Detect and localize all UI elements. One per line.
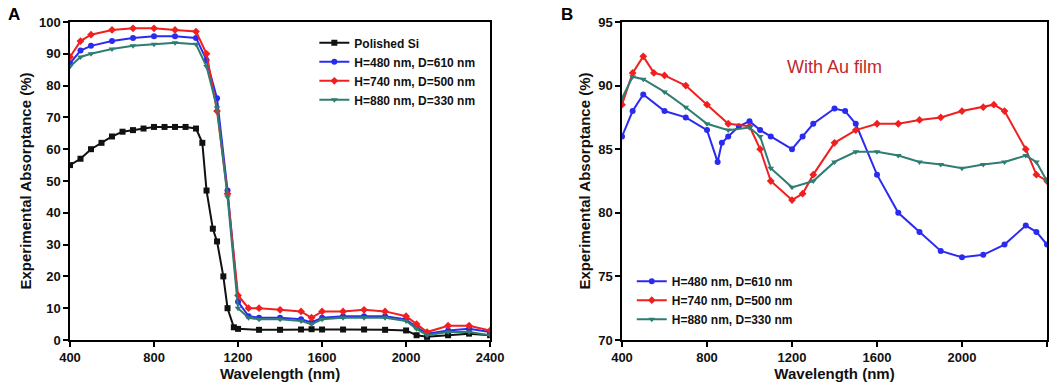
svg-text:800: 800: [696, 350, 718, 365]
svg-text:2400: 2400: [476, 350, 505, 365]
svg-text:1600: 1600: [308, 350, 337, 365]
svg-text:H=740 nm, D=500 nm: H=740 nm, D=500 nm: [672, 294, 793, 308]
svg-text:H=480 nm, D=610 nm: H=480 nm, D=610 nm: [354, 56, 475, 70]
svg-text:1600: 1600: [863, 350, 892, 365]
svg-text:With Au film: With Au film: [787, 57, 882, 77]
svg-text:10: 10: [46, 301, 60, 316]
svg-text:50: 50: [46, 174, 60, 189]
svg-text:H=740 nm, D=500 nm: H=740 nm, D=500 nm: [354, 75, 475, 89]
svg-text:85: 85: [598, 142, 612, 157]
svg-text:90: 90: [598, 78, 612, 93]
svg-text:400: 400: [59, 350, 81, 365]
svg-text:Experimental Absorptance (%): Experimental Absorptance (%): [17, 73, 34, 290]
svg-text:70: 70: [46, 110, 60, 125]
svg-text:Polished Si: Polished Si: [354, 37, 419, 51]
svg-text:80: 80: [598, 205, 612, 220]
svg-text:B: B: [561, 5, 573, 24]
svg-text:70: 70: [598, 333, 612, 348]
svg-text:0: 0: [53, 333, 60, 348]
svg-text:80: 80: [46, 78, 60, 93]
svg-text:40: 40: [46, 205, 60, 220]
svg-text:100: 100: [39, 15, 61, 30]
svg-text:2000: 2000: [948, 350, 977, 365]
svg-text:A: A: [8, 5, 20, 24]
svg-text:60: 60: [46, 142, 60, 157]
svg-text:800: 800: [143, 350, 165, 365]
svg-text:95: 95: [598, 15, 612, 30]
svg-text:H=480 nm, D=610 nm: H=480 nm, D=610 nm: [672, 275, 793, 289]
svg-text:90: 90: [46, 46, 60, 61]
svg-text:75: 75: [598, 269, 612, 284]
svg-text:Experimental Absorptance (%): Experimental Absorptance (%): [576, 73, 593, 290]
svg-text:30: 30: [46, 237, 60, 252]
svg-text:1200: 1200: [778, 350, 807, 365]
svg-text:1200: 1200: [224, 350, 253, 365]
svg-text:2000: 2000: [392, 350, 421, 365]
svg-text:H=880 nm, D=330 nm: H=880 nm, D=330 nm: [672, 313, 793, 327]
svg-text:Wavelength (nm): Wavelength (nm): [220, 365, 340, 382]
svg-text:Wavelength (nm): Wavelength (nm): [774, 365, 894, 382]
svg-text:20: 20: [46, 269, 60, 284]
svg-text:H=880 nm, D=330 nm: H=880 nm, D=330 nm: [354, 94, 475, 108]
svg-text:400: 400: [611, 350, 633, 365]
